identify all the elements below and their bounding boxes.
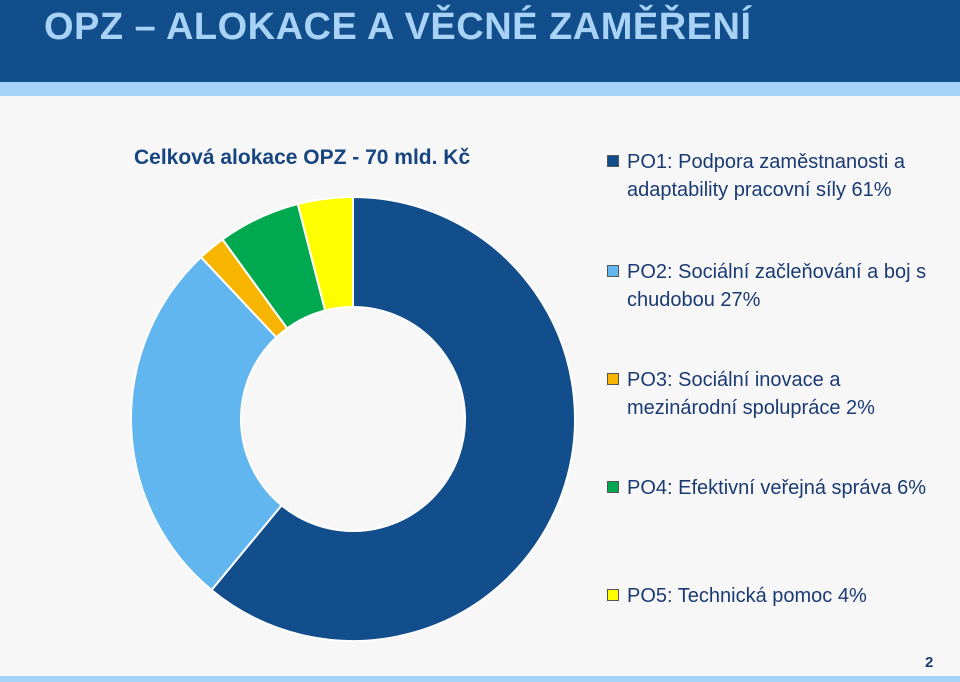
legend-swatch-po3	[607, 373, 619, 385]
legend-swatch-po4	[607, 481, 619, 493]
legend-label-po1: PO1: Podpora zaměstnanosti a adaptabilit…	[627, 151, 905, 201]
donut-slice-po1	[210, 195, 576, 642]
legend-label-po3: PO3: Sociální inovace a mezinárodní spol…	[627, 369, 875, 419]
legend-label-po4: PO4: Efektivní veřejná správa 6%	[627, 477, 927, 499]
page-number: 2	[925, 654, 934, 671]
legend-swatch-po5	[607, 589, 619, 601]
donut-slice-po2	[130, 255, 284, 592]
donut-chart	[130, 195, 576, 642]
page-title: OPZ – ALOKACE A VĚCNÉ ZAMĚŘENÍ	[44, 6, 752, 48]
header-stripe	[0, 82, 960, 96]
legend-swatch-po2	[607, 265, 619, 277]
donut-slice-po5	[296, 195, 354, 312]
chart-title: Celková alokace OPZ - 70 mld. Kč	[134, 146, 471, 169]
footer-stripe	[0, 676, 960, 682]
legend-label-po2: PO2: Sociální začleňování a boj s chudob…	[627, 261, 927, 311]
title-bar: OPZ – ALOKACE A VĚCNÉ ZAMĚŘENÍ	[0, 0, 960, 82]
legend-swatch-po1	[607, 155, 619, 167]
legend-label-po5: PO5: Technická pomoc 4%	[627, 585, 867, 607]
